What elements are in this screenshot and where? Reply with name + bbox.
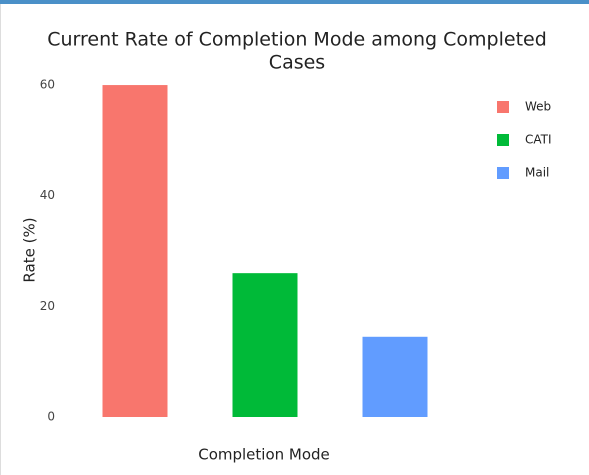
legend-swatch (497, 101, 509, 113)
y-tick-label: 0 (47, 410, 55, 424)
bar (232, 273, 298, 417)
y-tick-label: 60 (40, 78, 55, 92)
y-tick-label: 20 (40, 299, 55, 313)
y-axis-label: Rate (%) (21, 217, 39, 282)
bar (102, 85, 168, 417)
legend-swatch (497, 134, 509, 146)
bar (362, 336, 428, 417)
y-tick-label: 40 (40, 188, 55, 202)
legend-label: Web (525, 100, 551, 114)
legend-label: Mail (525, 166, 549, 180)
x-axis-label: Completion Mode (198, 446, 330, 464)
chart-title: Current Rate of Completion Mode among Co… (47, 29, 547, 51)
legend-label: CATI (525, 133, 552, 147)
card-top-border (0, 0, 589, 4)
legend-swatch (497, 167, 509, 179)
chart-title: Cases (269, 52, 325, 74)
